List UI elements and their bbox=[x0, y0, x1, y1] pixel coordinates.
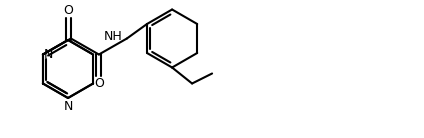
Text: N: N bbox=[44, 48, 53, 61]
Text: N: N bbox=[63, 100, 73, 113]
Text: O: O bbox=[63, 4, 73, 17]
Text: NH: NH bbox=[103, 30, 122, 43]
Text: O: O bbox=[94, 78, 104, 91]
